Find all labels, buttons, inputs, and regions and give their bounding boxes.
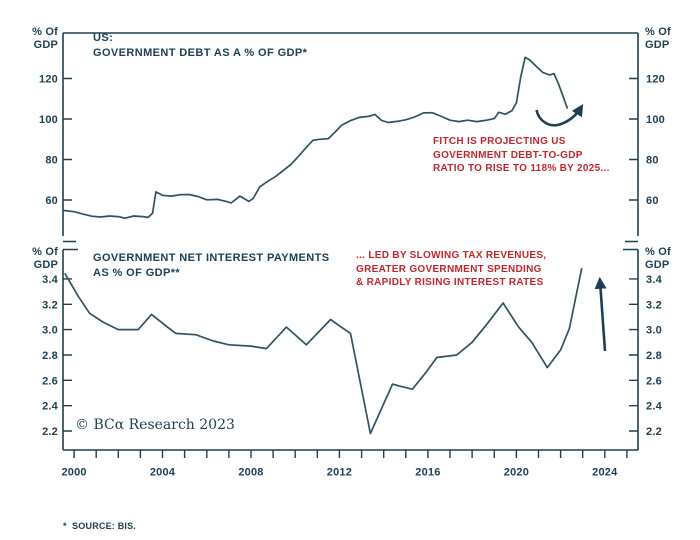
unit-line-2: GDP — [33, 38, 58, 51]
y-tick-label-left: 2.2 — [42, 426, 58, 438]
y-tick-label-left: 120 — [39, 74, 58, 86]
y-tick-label-right: 100 — [646, 114, 665, 126]
x-tick-label: 2020 — [504, 467, 529, 479]
annotation-line-1: ... LED BY SLOWING TAX REVENUES, — [356, 250, 547, 261]
y-tick-label-left: 2.8 — [42, 350, 58, 362]
title-line-1: US: — [93, 32, 114, 44]
y-axis-unit-bottom-right: % Of GDP — [645, 246, 671, 271]
top-panel-title: US: GOVERNMENT DEBT AS A % OF GDP* — [93, 31, 307, 61]
y-tick-label-left: 100 — [39, 114, 58, 126]
y-tick-label-left: 3.4 — [42, 274, 59, 286]
unit-line-2: GDP — [645, 258, 670, 271]
x-tick-label: 2008 — [238, 467, 263, 479]
y-tick-label-right: 2.6 — [646, 375, 662, 387]
y-axis-unit-top-left: % Of GDP — [0, 26, 58, 51]
unit-line-1: % Of — [645, 246, 671, 258]
x-tick-label: 2000 — [61, 467, 86, 479]
y-tick-label-right: 3.0 — [646, 325, 662, 337]
y-tick-label-left: 2.6 — [42, 375, 58, 387]
annotation-line-3: & RAPIDLY RISING INTEREST RATES — [356, 277, 544, 288]
y-tick-label-right: 2.8 — [646, 350, 662, 362]
x-tick-label: 2004 — [150, 467, 176, 479]
y-axis-unit-top-right: % Of GDP — [645, 26, 671, 51]
unit-line-1: % Of — [645, 26, 671, 38]
y-tick-label-left: 3.2 — [42, 299, 58, 311]
unit-line-2: GDP — [645, 38, 670, 51]
y-ticks — [63, 77, 638, 201]
curved-arrow-icon — [535, 103, 584, 127]
y-tick-label-right: 3.2 — [646, 299, 662, 311]
up-arrow-icon — [594, 276, 607, 352]
annotation-line-1: FITCH IS PROJECTING US — [433, 136, 566, 147]
annotation-line-2: GOVERNMENT DEBT-TO-GDP — [433, 149, 583, 161]
y-tick-label-left: 3.0 — [42, 325, 58, 337]
title-line-2: GOVERNMENT DEBT AS A % OF GDP* — [93, 47, 308, 59]
unit-line-1: % Of — [32, 26, 58, 38]
y-tick-label-right: 2.4 — [646, 401, 663, 413]
y-tick-label-right: 120 — [646, 74, 665, 86]
axes-frame — [62, 32, 639, 451]
unit-line-1: % Of — [32, 246, 58, 258]
x-tick-label: 2016 — [415, 467, 440, 479]
y-tick-label-left: 60 — [45, 195, 58, 207]
x-tick-label: 2024 — [592, 467, 618, 479]
debt-line — [63, 56, 569, 220]
y-tick-label-left: 2.4 — [42, 401, 59, 413]
title-line-2: AS % OF GDP** — [93, 267, 181, 279]
y-ticks — [63, 278, 638, 432]
bottom-panel-title: GOVERNMENT NET INTEREST PAYMENTS AS % OF… — [93, 251, 330, 281]
top-panel-annotation: FITCH IS PROJECTING US GOVERNMENT DEBT-T… — [433, 135, 610, 176]
y-tick-label-left: 80 — [45, 155, 58, 167]
footnotes: * SOURCE: BIS. ** SOURCE: OECD. NOTE: AL… — [63, 489, 596, 540]
unit-line-2: GDP — [33, 258, 58, 271]
x-ticks — [73, 450, 628, 458]
y-tick-label-right: 60 — [646, 195, 659, 207]
y-tick-label-right: 2.2 — [646, 426, 662, 438]
y-tick-label-right: 3.4 — [646, 274, 663, 286]
y-tick-label-right: 80 — [646, 155, 659, 167]
annotation-line-2: GREATER GOVERNMENT SPENDING — [356, 263, 542, 275]
copyright: © BCα Research 2023 — [75, 417, 235, 433]
interest-line — [64, 267, 583, 435]
bottom-panel-annotation: ... LED BY SLOWING TAX REVENUES, GREATER… — [356, 249, 546, 290]
annotation-line-3: RATIO TO RISE TO 118% BY 2025... — [433, 163, 610, 174]
title-line-1: GOVERNMENT NET INTEREST PAYMENTS — [93, 252, 330, 264]
y-axis-unit-bottom-left: % Of GDP — [0, 246, 58, 271]
x-tick-label: 2012 — [327, 467, 352, 479]
footnote-source-1: * SOURCE: BIS. — [63, 521, 137, 531]
